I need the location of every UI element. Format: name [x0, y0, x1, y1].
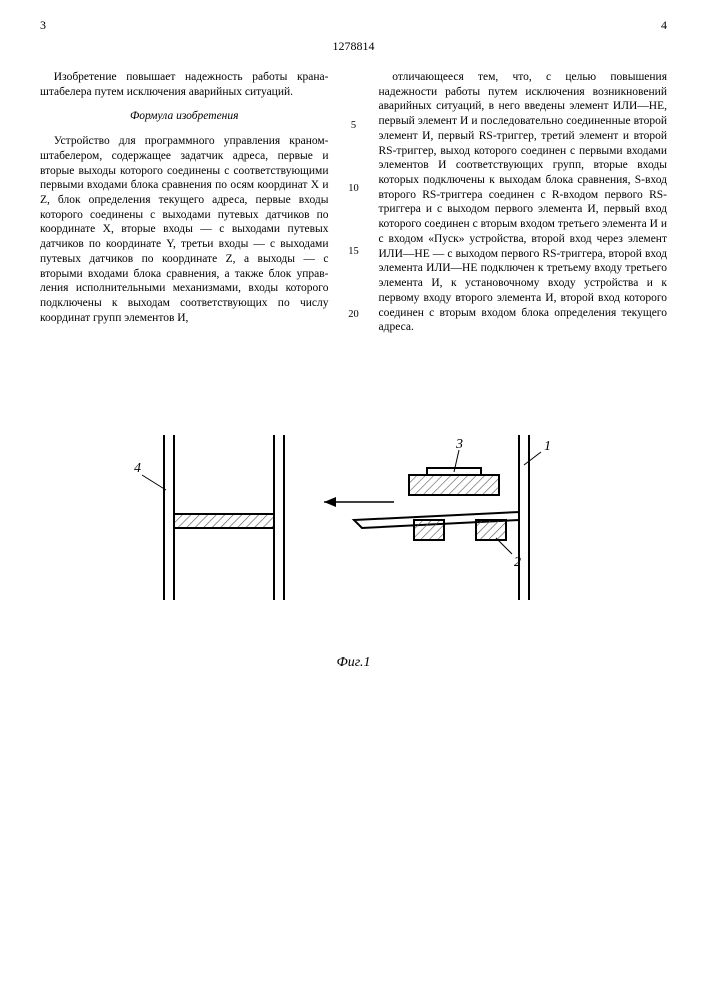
document-number: 1278814	[40, 39, 667, 54]
figure-label-4: 4	[134, 461, 141, 476]
figure-svg: 4	[124, 420, 584, 640]
claim-body-left: Устройство для программного управле­ния …	[40, 134, 329, 325]
page-number-left: 3	[40, 18, 46, 33]
line-number: 5	[351, 120, 356, 131]
right-column: отличающееся тем, что, с целью повышения…	[379, 70, 668, 372]
left-column: Изобретение повышает надежность ра­боты …	[40, 70, 329, 372]
right-assembly	[354, 435, 541, 600]
text-columns: Изобретение повышает надежность ра­боты …	[40, 70, 667, 372]
arrow-icon	[324, 497, 394, 507]
intro-paragraph: Изобретение повышает надежность ра­боты …	[40, 70, 329, 99]
claims-title: Формула изобретения	[40, 109, 329, 124]
figure-caption: Фиг.1	[0, 655, 707, 671]
page-number-right: 4	[661, 18, 667, 33]
line-number: 15	[348, 246, 359, 257]
figure-label-1: 1	[544, 439, 551, 454]
figure-label-3: 3	[455, 437, 463, 452]
line-number: 10	[348, 183, 359, 194]
figure-label-2: 2	[514, 555, 521, 570]
line-number-gutter: 5 10 15 20	[347, 70, 361, 372]
claim-body-right: отличающееся тем, что, с целью повышения…	[379, 70, 668, 335]
figure-1: 4	[0, 420, 707, 671]
left-bracket	[142, 435, 284, 600]
line-number: 20	[348, 309, 359, 320]
